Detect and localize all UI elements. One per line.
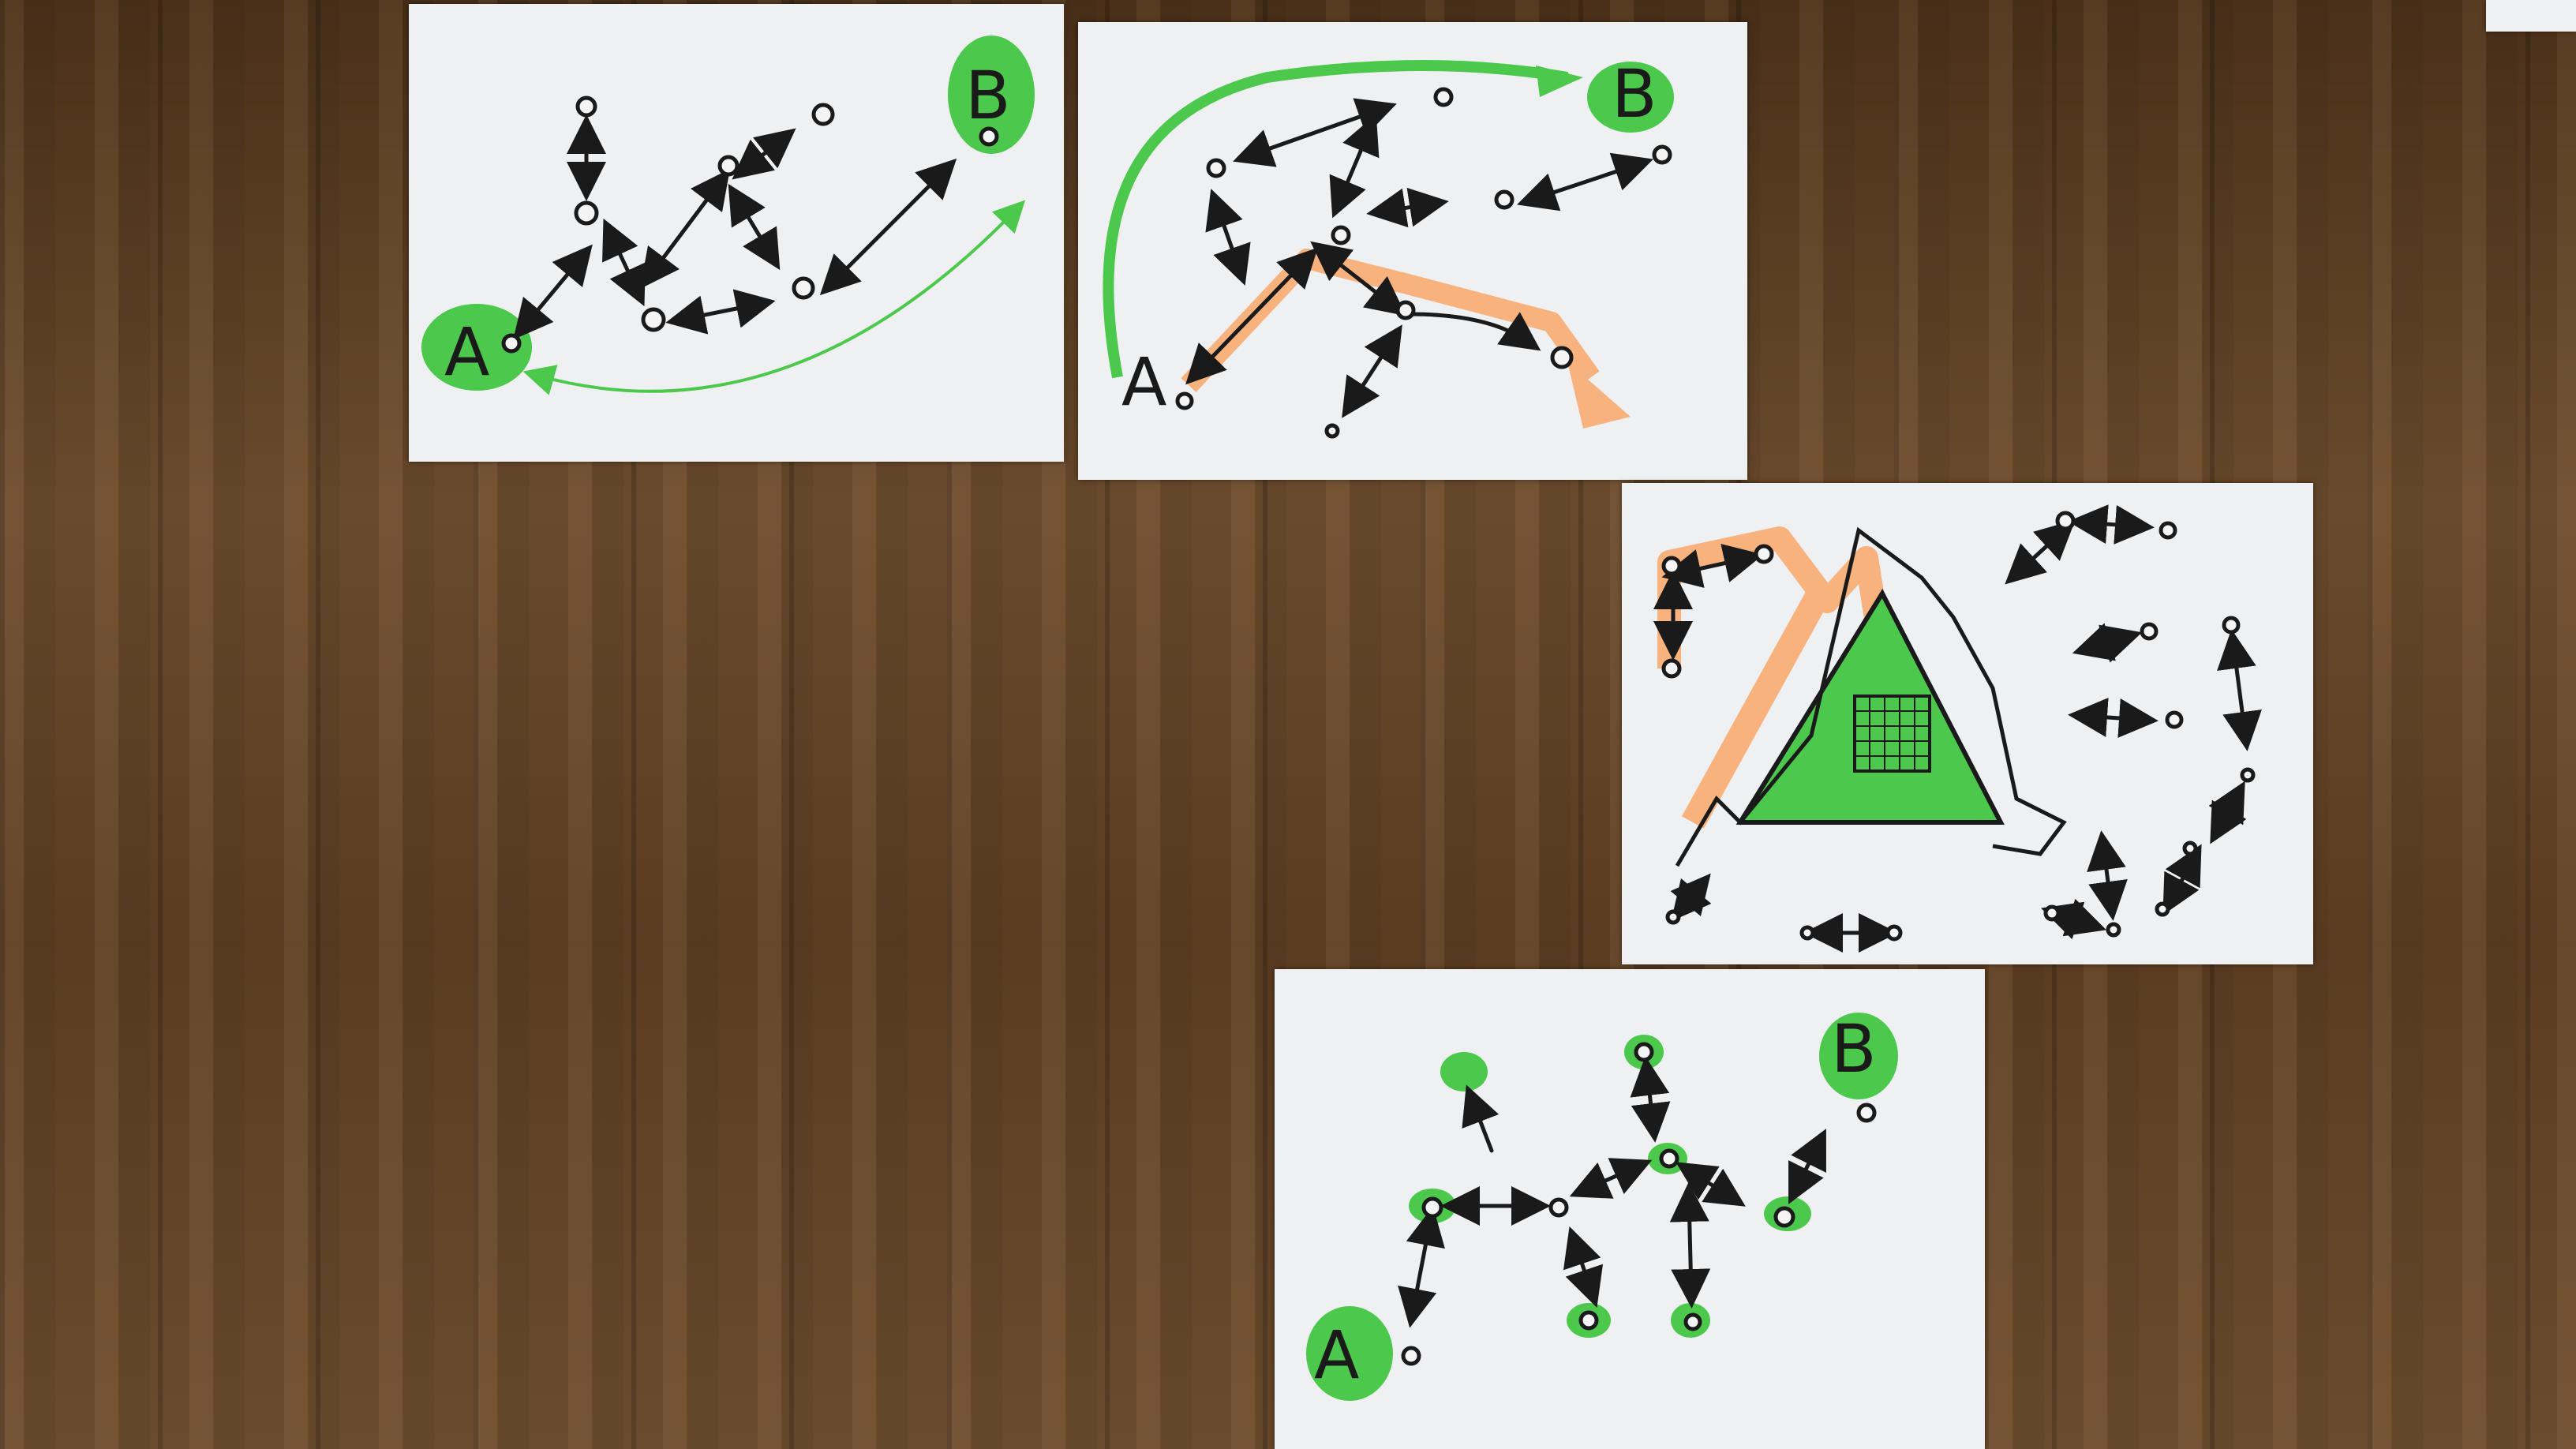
- edges: [1398, 1056, 1826, 1328]
- grid-square: [1853, 695, 1931, 773]
- partial-sheet-top-right: [2486, 0, 2576, 32]
- start-highlight: [421, 304, 532, 391]
- nodes: [501, 95, 999, 354]
- sheet-4-drawing: A B: [1306, 1010, 1898, 1401]
- edges: [1185, 98, 1653, 418]
- label-b: B: [1612, 55, 1657, 133]
- label-a: A: [444, 313, 489, 391]
- label-b: B: [965, 57, 1011, 134]
- sheet-1: A B: [409, 4, 1064, 462]
- end-highlight: [1587, 62, 1674, 133]
- sheet-4: A B: [1275, 969, 1985, 1449]
- start-highlight: [1306, 1306, 1393, 1401]
- sheet-3: [1622, 483, 2313, 964]
- label-a: A: [1121, 343, 1166, 421]
- orange-edge: [1681, 587, 1831, 829]
- end-highlight: [1819, 1013, 1898, 1099]
- sheet-2-drawing: A B: [1103, 55, 1674, 439]
- label-a: A: [1314, 1316, 1359, 1394]
- nodes: [1175, 87, 1672, 439]
- green-route: [1103, 60, 1569, 379]
- green-node-highlights: [1409, 1035, 1811, 1338]
- sheet-1-drawing: A B: [421, 36, 1035, 395]
- end-highlight: [948, 36, 1035, 154]
- outer-outline: [1675, 526, 2067, 867]
- orange-route: [1181, 249, 1600, 392]
- sheet-2: A B: [1078, 22, 1747, 480]
- nodes: [1661, 511, 2256, 942]
- sheet-3-drawing: [1653, 504, 2262, 953]
- edges: [1653, 504, 2262, 953]
- nodes: [1401, 1042, 1877, 1366]
- edges: [513, 114, 957, 340]
- label-b: B: [1831, 1010, 1877, 1088]
- route-arrow: [522, 200, 1026, 395]
